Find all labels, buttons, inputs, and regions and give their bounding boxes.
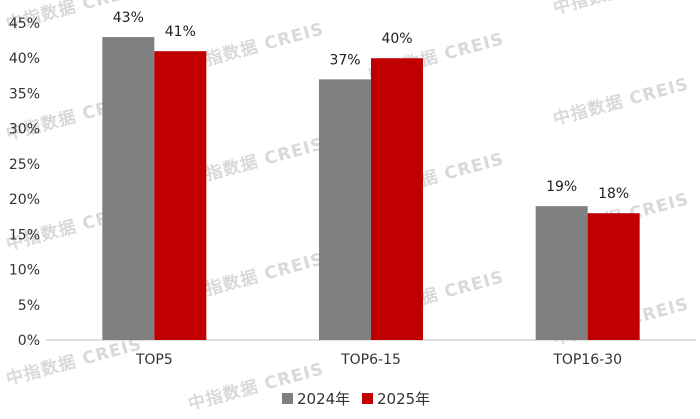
legend: 2024年 2025年 <box>282 390 430 408</box>
bar <box>535 206 588 340</box>
category-labels: TOP5 TOP6-15 TOP16-30 <box>135 352 622 368</box>
data-label: 40% <box>381 31 412 47</box>
data-label: 37% <box>329 52 360 68</box>
bar <box>587 213 640 340</box>
y-tick-label: 5% <box>18 298 40 314</box>
legend-swatch <box>362 393 373 404</box>
watermark-text: 中指数据 CREIS <box>186 133 326 189</box>
x-tick-label: TOP6-15 <box>340 352 401 368</box>
legend-swatch <box>282 393 293 404</box>
bar <box>319 79 371 340</box>
bar <box>371 58 423 340</box>
bar <box>102 37 155 340</box>
bar <box>154 51 207 341</box>
data-label: 41% <box>165 24 196 40</box>
data-label: 19% <box>546 179 577 195</box>
data-label: 18% <box>598 186 629 202</box>
x-tick-label: TOP5 <box>135 352 173 368</box>
y-tick-label: 45% <box>9 16 40 32</box>
data-labels: 43% 41% 37% 40% 19% 18% <box>113 10 629 202</box>
legend-label: 2024年 <box>297 390 350 408</box>
y-tick-label: 20% <box>9 192 40 208</box>
y-tick-label: 0% <box>18 333 40 349</box>
bars <box>102 37 640 341</box>
watermark-text: 中指数据 CREIS <box>186 18 326 74</box>
y-tick-label: 25% <box>9 157 40 173</box>
watermark-text: 中指数据 CREIS <box>551 73 691 129</box>
y-axis: 0% 5% 10% 15% 20% 25% 30% 35% 40% 45% <box>9 16 40 349</box>
y-tick-label: 15% <box>9 227 40 243</box>
y-tick-label: 35% <box>9 86 40 102</box>
y-tick-label: 40% <box>9 51 40 67</box>
y-tick-label: 30% <box>9 122 40 138</box>
x-tick-label: TOP16-30 <box>552 352 622 368</box>
y-tick-label: 10% <box>9 263 40 279</box>
legend-label: 2025年 <box>377 390 430 408</box>
watermark-text: 中指数据 CREIS <box>551 0 691 19</box>
watermark-text: 中指数据 CREIS <box>186 248 326 304</box>
data-label: 43% <box>113 10 144 26</box>
